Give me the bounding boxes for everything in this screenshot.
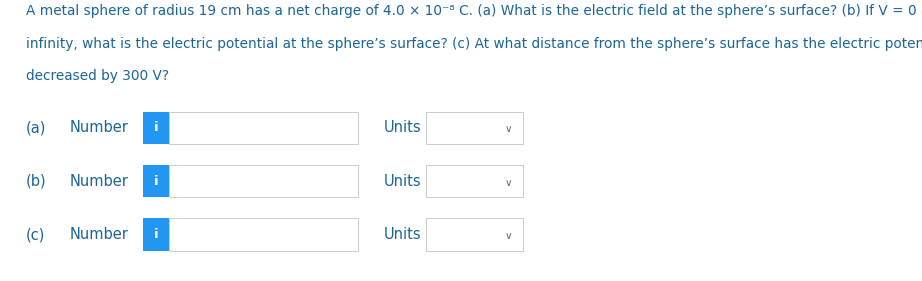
Text: ∨: ∨	[505, 124, 513, 134]
Text: Units: Units	[384, 227, 421, 242]
FancyBboxPatch shape	[143, 219, 169, 251]
FancyBboxPatch shape	[426, 165, 523, 197]
FancyBboxPatch shape	[169, 112, 358, 144]
FancyBboxPatch shape	[169, 219, 358, 251]
Text: i: i	[153, 228, 159, 241]
FancyBboxPatch shape	[143, 165, 169, 197]
Text: (c): (c)	[26, 227, 45, 242]
Text: A metal sphere of radius 19 cm has a net charge of 4.0 × 10⁻⁸ C. (a) What is the: A metal sphere of radius 19 cm has a net…	[26, 4, 922, 18]
FancyBboxPatch shape	[426, 219, 523, 251]
Text: (a): (a)	[26, 120, 46, 135]
Text: Number: Number	[69, 227, 128, 242]
Text: i: i	[153, 121, 159, 134]
Text: decreased by 300 V?: decreased by 300 V?	[26, 69, 169, 83]
FancyBboxPatch shape	[143, 112, 169, 144]
Text: ∨: ∨	[505, 178, 513, 188]
FancyBboxPatch shape	[426, 112, 523, 144]
Text: Number: Number	[69, 174, 128, 189]
FancyBboxPatch shape	[169, 165, 358, 197]
Text: ∨: ∨	[505, 231, 513, 241]
Text: i: i	[153, 175, 159, 188]
Text: (b): (b)	[26, 174, 46, 189]
Text: Units: Units	[384, 120, 421, 135]
Text: infinity, what is the electric potential at the sphere’s surface? (c) At what di: infinity, what is the electric potential…	[26, 37, 922, 51]
Text: Units: Units	[384, 174, 421, 189]
Text: Number: Number	[69, 120, 128, 135]
